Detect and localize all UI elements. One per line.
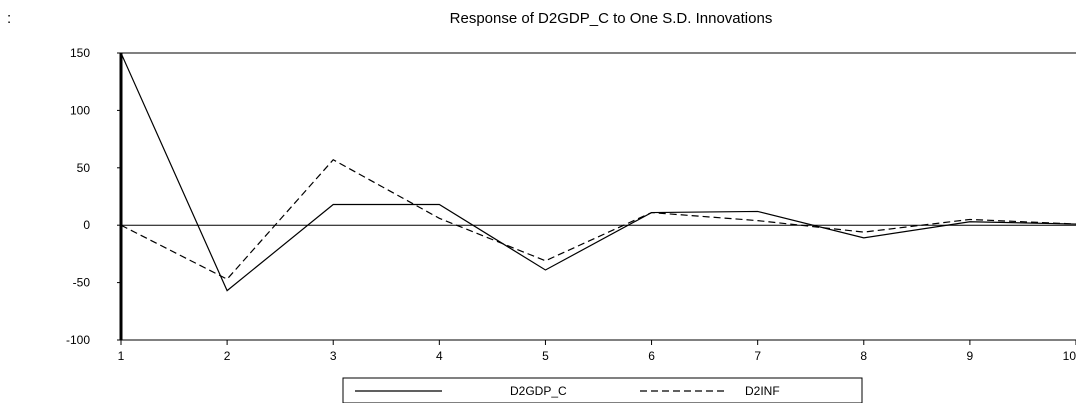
- x-tick-label: 10: [1063, 349, 1076, 363]
- series-layer: [120, 52, 1076, 292]
- legend-label: D2GDP_C: [510, 384, 567, 398]
- axes: [119, 52, 1076, 341]
- x-tick-label: 6: [648, 349, 655, 363]
- y-tick-label: -50: [73, 276, 91, 290]
- series-line-d2inf: [120, 159, 1076, 280]
- y-axis-ticks: 150 100 50 0 -50 -100: [66, 46, 121, 347]
- y-tick-label: 150: [70, 46, 90, 60]
- legend-label: D2INF: [745, 384, 780, 398]
- x-tick-label: 8: [860, 349, 867, 363]
- x-tick-label: 2: [224, 349, 231, 363]
- y-tick-label: 100: [70, 103, 90, 117]
- legend: D2GDP_C D2INF: [342, 377, 863, 403]
- x-tick-label: 4: [436, 349, 443, 363]
- x-tick-label: 5: [542, 349, 549, 363]
- x-tick-label: 7: [754, 349, 761, 363]
- chart-title: Response of D2GDP_C to One S.D. Innovati…: [450, 10, 773, 27]
- y-tick-label: 50: [77, 161, 91, 175]
- x-tick-label: 3: [330, 349, 337, 363]
- y-tick-label: -100: [66, 333, 90, 347]
- x-axis-ticks: 1 2 3 4 5 6 7 8 9 10: [118, 340, 1076, 363]
- x-tick-label: 9: [967, 349, 974, 363]
- x-tick-label: 1: [118, 349, 125, 363]
- y-tick-label: 0: [83, 218, 90, 232]
- corner-mark: :: [7, 10, 11, 27]
- series-line-d2gdp-c: [120, 52, 1076, 292]
